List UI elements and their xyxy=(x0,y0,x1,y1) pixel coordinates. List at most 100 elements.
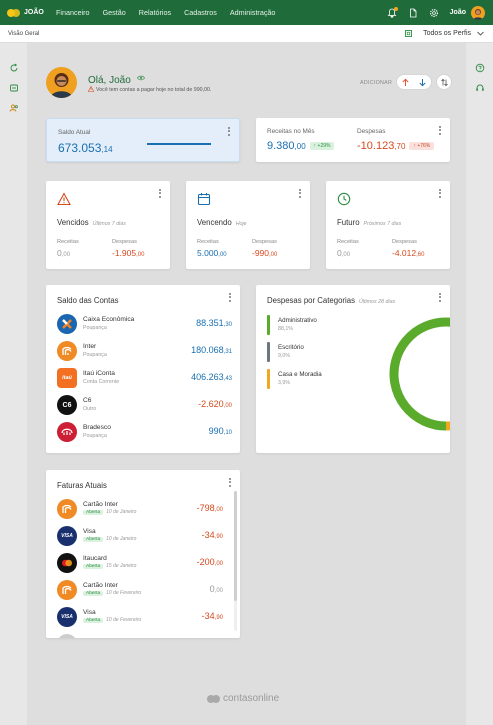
eye-icon[interactable] xyxy=(136,73,145,81)
despesas-categorias-menu-icon[interactable] xyxy=(439,293,442,303)
fatura-row-cartao-inter-jan[interactable]: Cartão Inter Aberta 10 de Janeiro -798,00 xyxy=(57,499,223,519)
faturas-title: Faturas Atuais xyxy=(57,481,107,490)
nav-cadastros[interactable]: Cadastros xyxy=(184,8,217,17)
nav-financeiro[interactable]: Financeiro xyxy=(56,8,90,17)
vencendo-menu-icon[interactable] xyxy=(299,189,302,199)
bell-icon[interactable] xyxy=(386,6,398,19)
notification-dot xyxy=(393,6,398,11)
receitas-value-group: 9.380,00 ↑ +29% xyxy=(267,140,335,152)
vencendo-receitas-value: 5.000,00 xyxy=(197,248,227,258)
users-icon[interactable] xyxy=(9,103,19,113)
profile-avatar[interactable] xyxy=(46,67,77,98)
itau-logo: itaú xyxy=(57,368,77,388)
fatura-row-itaucard[interactable]: Itaucard Aberta 15 de Janeiro -200,00 xyxy=(57,553,223,573)
right-rail xyxy=(466,43,493,725)
vencendo-sub: Hoje xyxy=(235,221,247,227)
add-income-icon[interactable] xyxy=(401,78,410,87)
swap-icon xyxy=(440,78,448,86)
vencidos-receitas-label: Receitas xyxy=(57,239,79,245)
help-icon[interactable] xyxy=(475,63,485,73)
futuro-title: Futuro xyxy=(337,218,360,227)
vencendo-despesas-value: -990,00 xyxy=(252,248,278,258)
fatura-row-visa-jan[interactable]: VISA Visa Aberta 10 de Janeiro -34,90 xyxy=(57,526,223,546)
breadcrumb[interactable]: Visão Geral xyxy=(8,30,40,37)
chevron-down-icon[interactable] xyxy=(476,29,485,38)
vencidos-despesas-label: Despesas xyxy=(112,239,137,245)
status-badge: Aberta xyxy=(83,618,104,623)
account-row-bradesco[interactable]: Bradesco Poupança 990,10 xyxy=(57,422,232,442)
donut-slice-2[interactable] xyxy=(445,421,450,431)
account-row-itau[interactable]: itaú Itaú iConta Conta Corrente 406.263,… xyxy=(57,368,232,388)
refresh-icon[interactable] xyxy=(9,63,19,73)
faturas-scrollbar[interactable] xyxy=(234,491,237,631)
futuro-card[interactable]: Futuro Próximos 7 dias Receitas 0,00 Desp… xyxy=(326,181,450,269)
user-avatar[interactable] xyxy=(471,5,485,20)
frame-icon[interactable] xyxy=(404,29,413,38)
user-name[interactable]: João xyxy=(449,9,466,16)
status-badge: Aberta xyxy=(83,591,104,596)
fatura-row-visa-fev[interactable]: VISA Visa Aberta 10 de Fevereiro -34,90 xyxy=(57,607,223,627)
account-row-c6[interactable]: C6 C6 Outro -2.620,00 xyxy=(57,395,232,415)
saldo-menu-icon[interactable] xyxy=(228,127,231,137)
receitas-menu-icon[interactable] xyxy=(439,126,442,136)
vencidos-despesas-value: -1.905,00 xyxy=(112,248,145,258)
despesas-value-group: -10.123,70 ↑ +76% xyxy=(357,140,435,152)
futuro-menu-icon[interactable] xyxy=(439,189,442,199)
account-row-inter[interactable]: Inter Poupança 180.068,31 xyxy=(57,341,232,361)
top-navbar: JOÃO Financeiro Gestão Relatórios Cadast… xyxy=(0,0,493,25)
receitas-despesas-card: Receitas no Mês 9.380,00 ↑ +29% Despesas … xyxy=(256,118,450,162)
nav-gestao[interactable]: Gestão xyxy=(102,8,126,17)
saldo-contas-card: Saldo das Contas Caixa Econômica Poupanç… xyxy=(46,285,240,453)
futuro-despesas-label: Despesas xyxy=(392,239,417,245)
profile-selector[interactable]: Todos os Perfis xyxy=(423,30,471,37)
nav-relatorios[interactable]: Relatórios xyxy=(138,8,172,17)
vencidos-receitas-value: 0,00 xyxy=(57,248,71,258)
category-donut-chart xyxy=(389,317,450,431)
vencendo-card[interactable]: Vencendo Hoje Receitas 5.000,00 Despesas … xyxy=(186,181,310,269)
faturas-card: Faturas Atuais Cartão Inter Aberta 10 de … xyxy=(46,470,240,638)
gear-icon[interactable] xyxy=(428,7,440,19)
c6-logo: C6 xyxy=(57,395,77,415)
fatura-row-cartao-inter-fev[interactable]: Cartão Inter Aberta 10 de Fevereiro 0,00 xyxy=(57,580,223,600)
inter-card-logo xyxy=(57,580,77,600)
status-badge: Aberta xyxy=(83,537,104,542)
despesas-badge: ↑ +76% xyxy=(409,142,435,150)
logo-mark-secondary xyxy=(12,8,20,17)
receitas-label: Receitas no Mês xyxy=(267,128,315,135)
add-transaction-group xyxy=(396,74,432,90)
visa-logo: VISA xyxy=(57,607,77,627)
nav-administracao[interactable]: Administração xyxy=(229,8,276,17)
bradesco-logo xyxy=(57,422,77,442)
futuro-receitas-value: 0,00 xyxy=(337,248,351,258)
donut-slice-0[interactable] xyxy=(389,317,450,431)
vencidos-sub: Últimos 7 dias xyxy=(92,221,126,227)
document-icon[interactable] xyxy=(407,7,419,19)
futuro-sub: Próximos 7 dias xyxy=(363,221,402,227)
add-label: ADICIONAR xyxy=(360,80,393,86)
transfer-icon[interactable] xyxy=(9,83,19,93)
transfer-button[interactable] xyxy=(436,74,452,90)
futuro-despesas-value: -4.012,60 xyxy=(392,248,425,258)
app-logo[interactable]: JOÃO xyxy=(7,8,47,17)
futuro-receitas-label: Receitas xyxy=(337,239,359,245)
mastercard-logo xyxy=(57,553,77,573)
saldo-atual-label: Saldo Atual xyxy=(58,129,91,136)
despesas-categorias-card: Despesas por Categorias Últimos 28 dias A… xyxy=(256,285,450,453)
warning-triangle-icon xyxy=(57,192,71,206)
vencidos-menu-icon[interactable] xyxy=(159,189,162,199)
despesas-value: -10.123,70 xyxy=(357,140,406,152)
saldo-contas-menu-icon[interactable] xyxy=(229,293,232,303)
sub-header: Visão Geral Todos os Perfis xyxy=(0,25,493,43)
headset-icon[interactable] xyxy=(475,83,485,93)
logo-mark xyxy=(7,8,15,17)
vencendo-receitas-label: Receitas xyxy=(197,239,219,245)
calendar-icon xyxy=(197,192,211,206)
greeting-subtitle: Você tem contas a pagar hoje no total de… xyxy=(87,85,211,93)
footer-brand: contasonline xyxy=(207,693,279,704)
left-rail xyxy=(0,43,27,725)
saldo-atual-card: Saldo Atual 673.053,14 xyxy=(46,118,240,162)
vencidos-card[interactable]: Vencidos Últimos 7 dias Receitas 0,00 Des… xyxy=(46,181,170,269)
add-expense-icon[interactable] xyxy=(418,78,427,87)
faturas-menu-icon[interactable] xyxy=(229,478,232,488)
account-row-caixa[interactable]: Caixa Econômica Poupança 88.351,30 xyxy=(57,314,232,334)
